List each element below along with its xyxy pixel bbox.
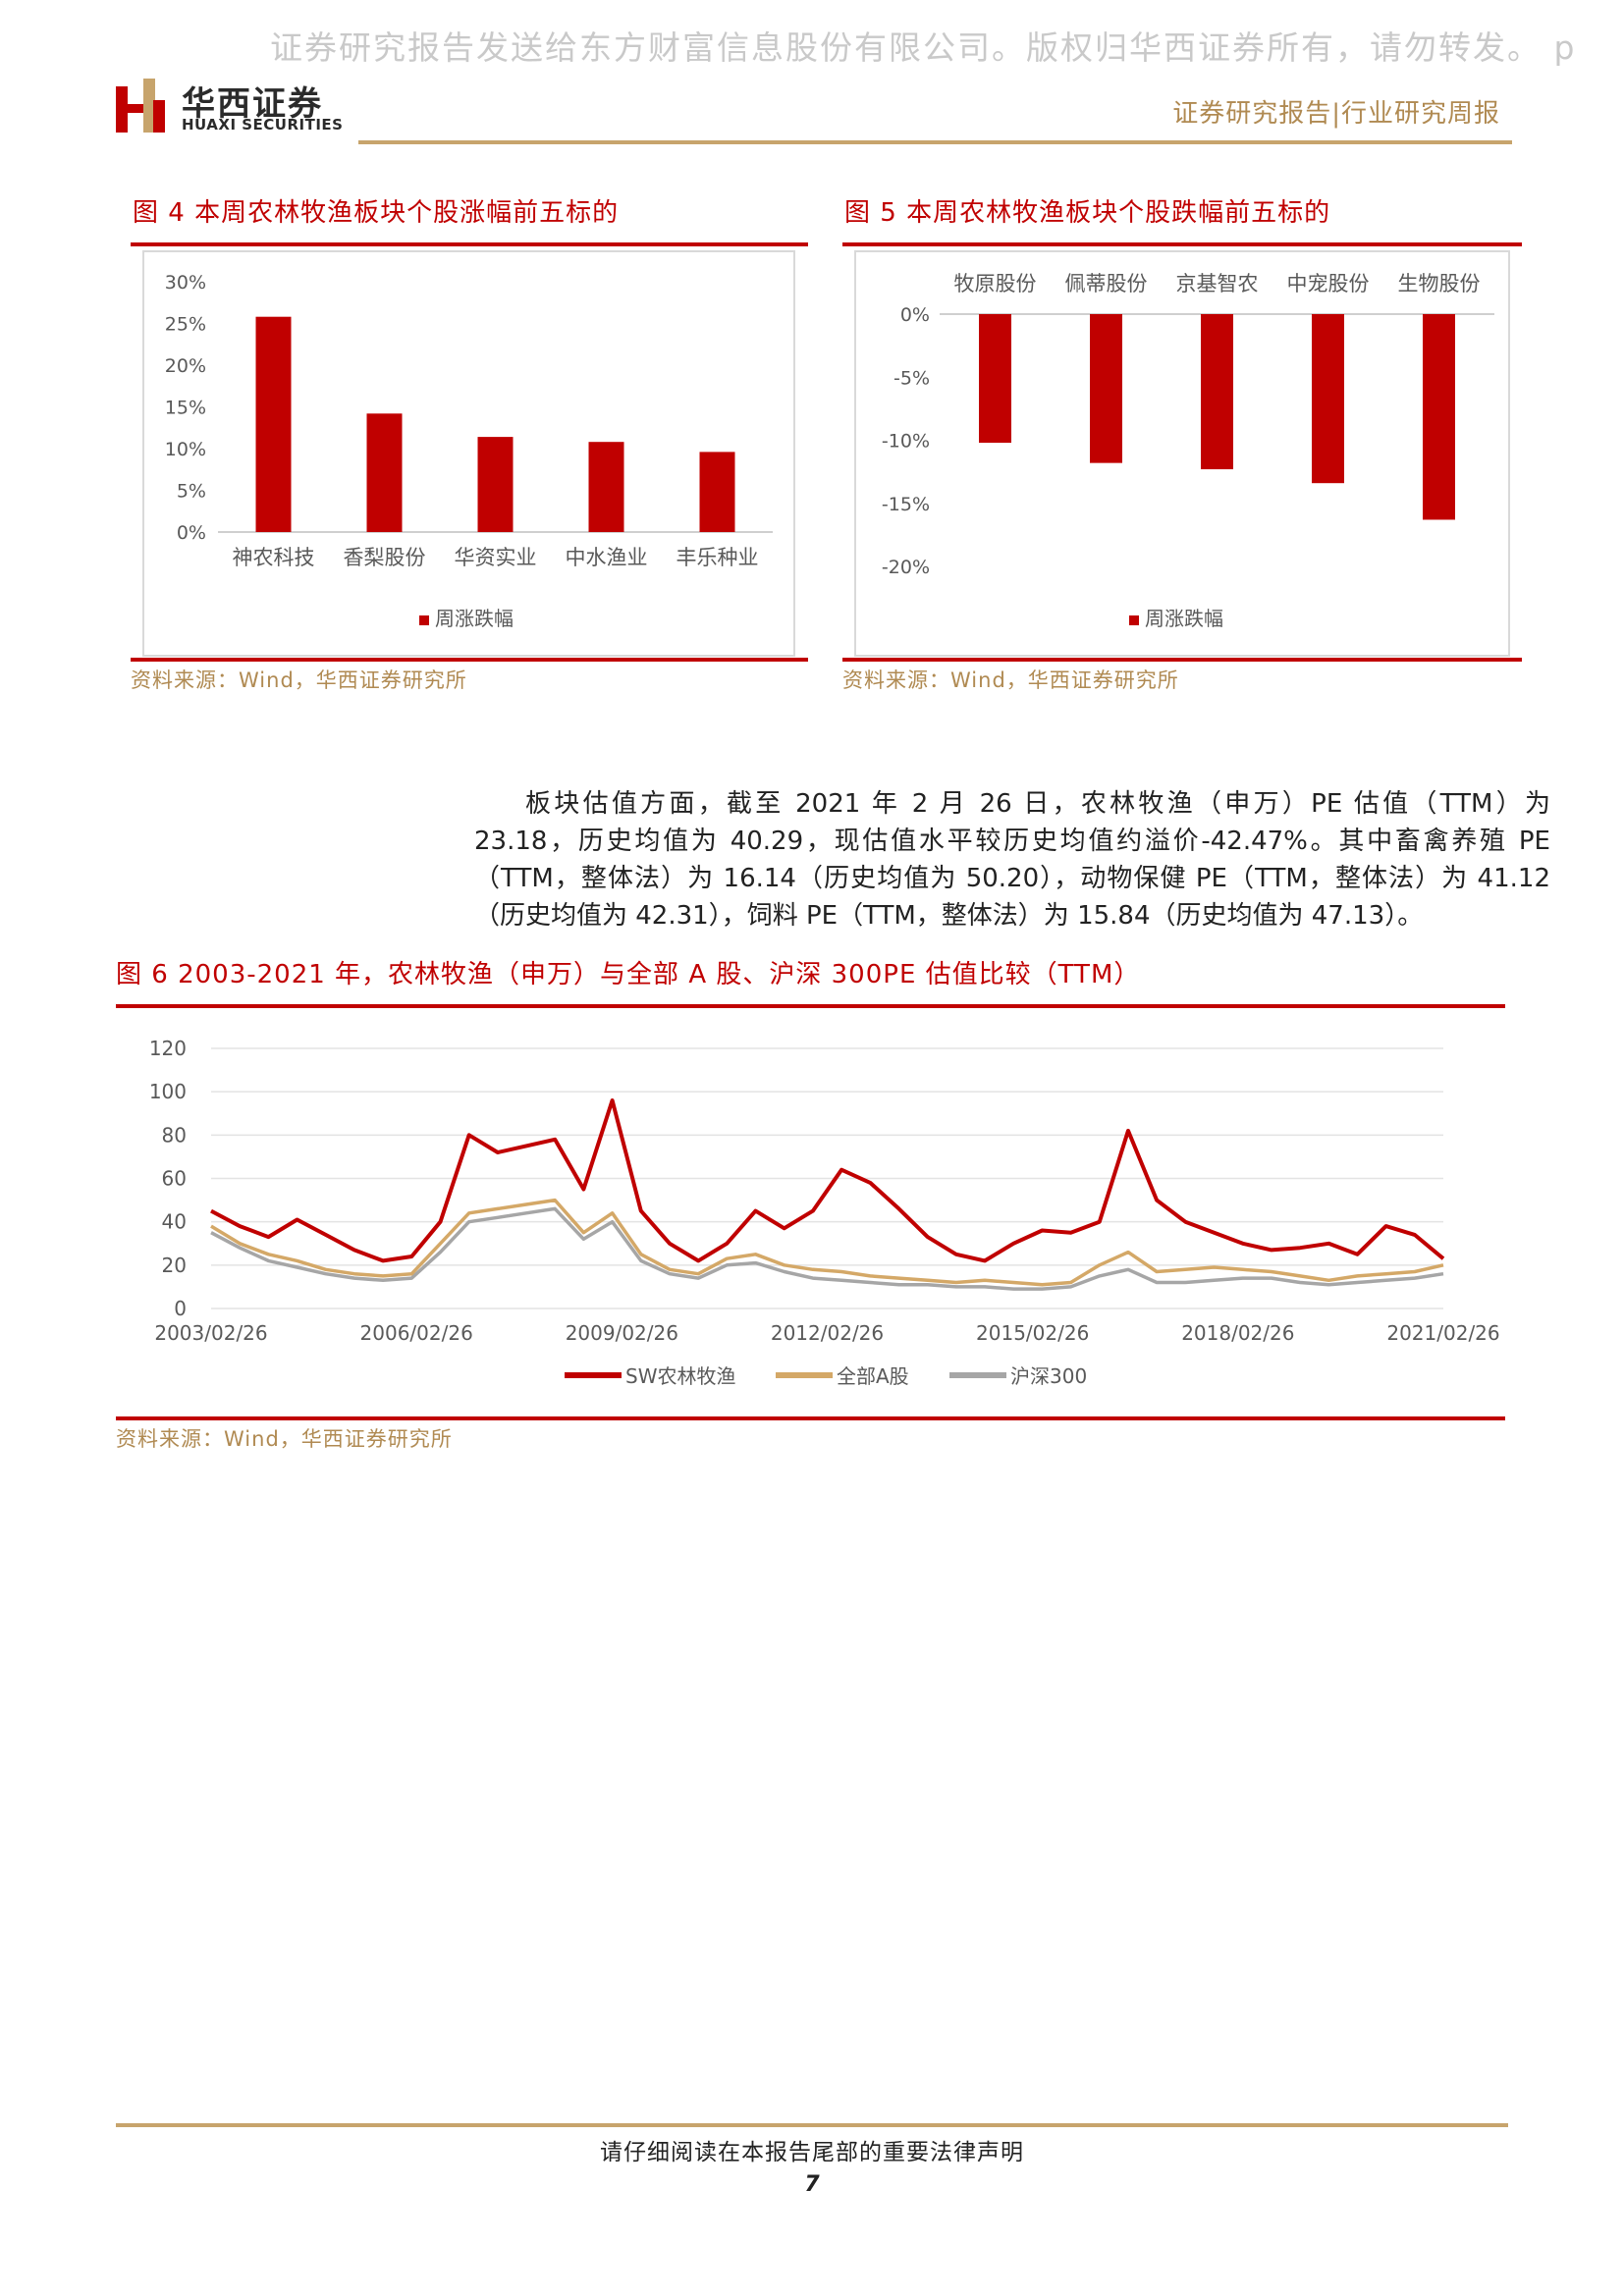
fig6-legend-label: SW农林牧渔 <box>625 1364 735 1388</box>
fig6-y-tick-label: 80 <box>162 1123 187 1147</box>
fig4-bar <box>366 413 403 532</box>
valuation-paragraph: 板块估值方面，截至 2021 年 2 月 26 日，农林牧渔（申万）PE 估值（… <box>474 785 1550 934</box>
fig5-y-tick-label: -10% <box>882 431 930 453</box>
huaxi-logo-icon <box>116 79 165 133</box>
fig6-series-line <box>210 1206 1444 1291</box>
header-divider <box>358 140 1512 144</box>
fig4-category-label: 香梨股份 <box>344 546 426 569</box>
fig5-category-label: 牧原股份 <box>954 272 1037 295</box>
fig4-category-label: 中水渔业 <box>566 546 648 569</box>
fig6-source: 资料来源：Wind，华西证券研究所 <box>116 1427 453 1451</box>
fig5-category-label: 佩蒂股份 <box>1065 272 1148 295</box>
footer-legal-note: 请仔细阅读在本报告尾部的重要法律声明 <box>600 2140 1024 2165</box>
fig6-x-tick-label: 2015/02/26 <box>976 1321 1089 1345</box>
fig4-bar <box>477 437 514 532</box>
fig6-legend-label: 沪深300 <box>1010 1364 1087 1388</box>
logo-chinese-name: 华西证券 <box>182 84 323 124</box>
fig6-x-tick-label: 2009/02/26 <box>566 1321 678 1345</box>
fig5-title: 图 5 本周农林牧渔板块个股跌幅前五标的 <box>844 198 1331 228</box>
fig6-series-line <box>210 1098 1445 1263</box>
fig6-y-tick-label: 0 <box>174 1297 187 1320</box>
fig4-y-tick-label: 25% <box>165 314 206 336</box>
fig6-chart-frame: 0 20 40 60 80 100 120 2003/02/26 2006/02/26 2009/… <box>118 1014 1502 1407</box>
fig4-y-tick-label: 20% <box>165 355 206 377</box>
fig4-source: 资料来源：Wind，华西证券研究所 <box>131 668 467 692</box>
fig6-x-tick-label: 2003/02/26 <box>154 1321 267 1345</box>
fig5-y-tick-label: -15% <box>882 494 930 515</box>
fig6-y-tick-label: 120 <box>149 1037 187 1060</box>
fig6-x-tick-label: 2021/02/26 <box>1386 1321 1499 1345</box>
fig6-bottom-rule <box>116 1416 1505 1420</box>
fig5-bar-chart: 0% -5% -10% -15% -20% 牧原股份 佩蒂股份 京基智农 中宠股份 生物股份周涨跌… <box>882 272 1494 630</box>
fig5-bar <box>1090 314 1122 463</box>
fig4-y-tick-label: 5% <box>177 481 206 503</box>
fig4-category-label: 神农科技 <box>233 546 315 569</box>
fig5-y-tick-label: 0% <box>900 304 930 326</box>
fig5-chart-frame: 0% -5% -10% -15% -20% 牧原股份 佩蒂股份 京基智农 中宠股份 生物股份周涨跌… <box>854 250 1510 657</box>
fig6-legend-label: 全部A股 <box>837 1364 909 1388</box>
fig5-y-tick-label: -5% <box>893 367 930 389</box>
fig4-y-tick-label: 10% <box>165 439 206 460</box>
watermark-text: 证券研究报告发送给东方财富信息股份有限公司。版权归华西证券所有，请勿转发。 p <box>270 28 1577 67</box>
fig6-line-chart: 0 20 40 60 80 100 120 2003/02/26 2006/02/26 2009/… <box>149 1037 1500 1388</box>
fig6-y-tick-label: 60 <box>162 1167 187 1191</box>
fig4-y-tick-label: 30% <box>165 272 206 294</box>
fig4-bar-chart: 0% 5% 10% 15% 20% 25% 30% 神农科技 香梨股份 华资实业 中水渔业 丰乐种业周… <box>165 272 773 630</box>
fig4-bar <box>588 442 624 532</box>
fig5-category-label: 生物股份 <box>1398 272 1481 295</box>
fig6-series-line <box>210 1198 1444 1287</box>
page-number: 7 <box>804 2172 820 2197</box>
fig4-top-rule <box>131 242 808 246</box>
fig5-bar <box>979 314 1011 444</box>
fig5-bar <box>1423 314 1455 520</box>
fig6-y-tick-label: 20 <box>162 1254 187 1277</box>
fig4-category-label: 丰乐种业 <box>677 546 759 569</box>
fig4-title: 图 4 本周农林牧渔板块个股涨幅前五标的 <box>133 198 620 228</box>
fig5-category-label: 京基智农 <box>1176 272 1259 295</box>
fig4-bar <box>699 452 735 532</box>
fig5-bottom-rule <box>842 658 1522 662</box>
fig5-y-tick-label: -20% <box>882 557 930 578</box>
fig5-legend-swatch <box>1129 615 1139 625</box>
fig4-legend-swatch <box>419 615 429 625</box>
fig6-y-tick-label: 40 <box>162 1210 187 1234</box>
fig5-top-rule <box>842 242 1522 246</box>
fig4-bottom-rule <box>131 658 808 662</box>
logo-english-name: HUAXI SECURITIES <box>182 116 344 133</box>
fig5-bar <box>1312 314 1344 484</box>
fig6-top-rule <box>116 1004 1505 1008</box>
fig6-x-tick-label: 2006/02/26 <box>360 1321 473 1345</box>
fig6-x-tick-label: 2018/02/26 <box>1181 1321 1294 1345</box>
fig4-category-label: 华资实业 <box>455 546 537 569</box>
fig4-bar <box>255 316 292 532</box>
fig4-y-tick-label: 15% <box>165 398 206 419</box>
footer-divider <box>116 2123 1508 2127</box>
fig6-title: 图 6 2003-2021 年，农林牧渔（申万）与全部 A 股、沪深 300PE… <box>116 960 1141 989</box>
fig5-bar <box>1201 314 1233 470</box>
report-type-label: 证券研究报告|行业研究周报 <box>1172 99 1500 129</box>
fig5-category-label: 中宠股份 <box>1287 272 1370 295</box>
fig4-chart-frame: 0% 5% 10% 15% 20% 25% 30% 神农科技 香梨股份 华资实业 中水渔业 丰乐种业周… <box>142 250 795 657</box>
fig5-legend-label: 周涨跌幅 <box>1145 607 1223 630</box>
fig4-y-tick-label: 0% <box>177 522 206 544</box>
fig4-legend-label: 周涨跌幅 <box>435 607 514 630</box>
valuation-text: 板块估值方面，截至 2021 年 2 月 26 日，农林牧渔（申万）PE 估值（… <box>474 789 1550 931</box>
fig5-source: 资料来源：Wind，华西证券研究所 <box>842 668 1179 692</box>
fig6-x-tick-label: 2012/02/26 <box>771 1321 884 1345</box>
fig6-y-tick-label: 100 <box>149 1080 187 1103</box>
